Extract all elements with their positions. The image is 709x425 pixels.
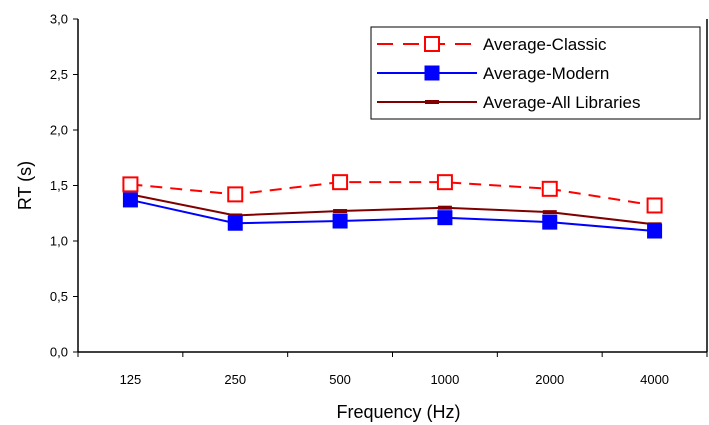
x-tick-label: 500	[329, 372, 351, 387]
y-tick-label: 1,5	[50, 178, 68, 193]
series-line	[130, 198, 655, 233]
y-tick-label: 3,0	[50, 12, 68, 27]
x-tick-label: 1000	[430, 372, 459, 387]
legend-item: Average-All Libraries	[377, 93, 640, 112]
series-layer	[122, 174, 663, 239]
y-tick-label: 2,5	[50, 67, 68, 82]
legend-label: Average-Classic	[483, 35, 607, 54]
data-point	[437, 205, 452, 210]
y-tick-label: 0,5	[50, 289, 68, 304]
x-ticks: 125 250 500 1000 2000 4000	[77, 352, 708, 387]
data-point	[436, 174, 453, 191]
legend-item: Average-Modern	[377, 64, 609, 83]
y-tick-label: 2,0	[50, 123, 68, 138]
data-point	[647, 223, 663, 239]
data-point	[122, 192, 138, 208]
legend-swatch-marker	[425, 100, 439, 104]
x-axis-title: Frequency (Hz)	[336, 402, 460, 422]
legend-items: Average-Classic Average-Modern Average-All…	[377, 35, 640, 112]
data-point	[646, 197, 663, 214]
y-tick-label: 1,0	[50, 234, 68, 249]
data-point	[228, 213, 243, 218]
y-tick-label: 0,0	[50, 345, 68, 360]
legend-swatch-marker	[424, 36, 440, 52]
x-tick-label: 125	[120, 372, 142, 387]
data-point	[437, 210, 453, 226]
series-line	[130, 193, 655, 226]
y-axis-title: RT (s)	[15, 161, 35, 210]
series-average-all-libraries	[123, 192, 662, 227]
y-ticks: 0,0 0,5 1,0 1,5 2,0 2,5 3,0	[50, 12, 78, 360]
data-point	[541, 180, 558, 197]
series-average-modern	[122, 192, 663, 239]
legend: Average-Classic Average-Modern Average-All…	[370, 26, 701, 120]
x-tick-label: 2000	[535, 372, 564, 387]
x-tick-label: 4000	[640, 372, 669, 387]
data-point	[332, 174, 349, 191]
legend-label: Average-Modern	[483, 64, 609, 83]
data-point	[542, 210, 557, 215]
data-point	[542, 214, 558, 230]
legend-swatch-marker	[424, 65, 440, 81]
plot-area: 0,0 0,5 1,0 1,5 2,0 2,5 3,0 125 250 500 1000 2000 4…	[50, 12, 708, 387]
data-point	[227, 215, 243, 231]
legend-label: Average-All Libraries	[483, 93, 640, 112]
x-tick-label: 250	[224, 372, 246, 387]
data-point	[332, 213, 348, 229]
data-point	[227, 186, 244, 203]
data-point	[122, 176, 139, 193]
legend-item: Average-Classic	[377, 35, 607, 54]
series-average-classic	[122, 174, 663, 214]
series-line	[130, 181, 655, 207]
data-point	[333, 209, 348, 214]
